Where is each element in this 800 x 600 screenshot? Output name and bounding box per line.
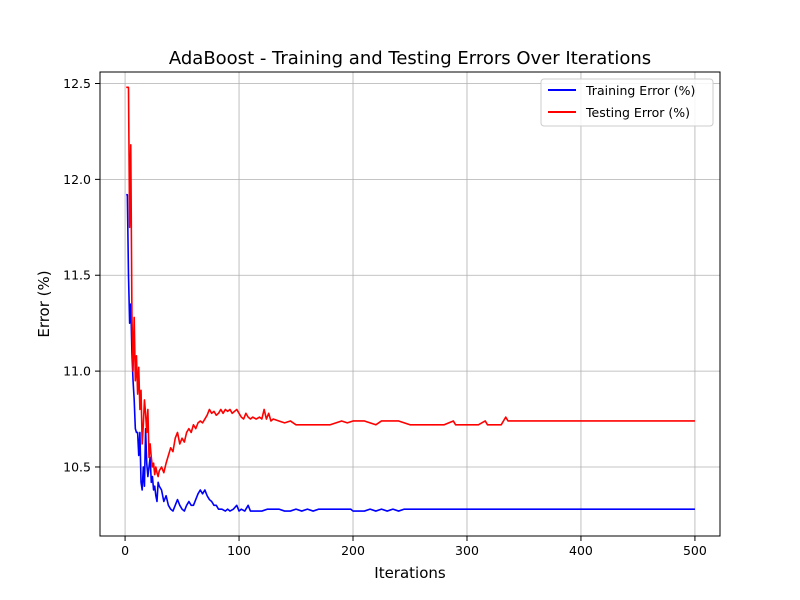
legend-label-testing: Testing Error (%) <box>585 105 690 120</box>
x-axis-label: Iterations <box>374 564 446 582</box>
chart-title: AdaBoost - Training and Testing Errors O… <box>169 48 651 69</box>
y-tick-label: 11.5 <box>63 268 91 283</box>
plot-frame <box>99 71 721 537</box>
testing-error-line <box>126 86 695 478</box>
x-tick-label: 500 <box>683 543 707 558</box>
y-tick-label: 12.5 <box>63 76 91 91</box>
y-axis: 10.5 11.0 11.5 12.0 12.5 <box>63 76 100 474</box>
x-tick-label: 400 <box>569 543 593 558</box>
y-tick-label: 10.5 <box>63 459 91 474</box>
legend-label-training: Training Error (%) <box>585 83 695 98</box>
x-tick-label: 100 <box>227 543 251 558</box>
plot-area <box>100 72 720 536</box>
y-tick-label: 12.0 <box>63 172 91 187</box>
y-tick-label: 11.0 <box>63 364 91 379</box>
training-error-line <box>126 193 695 512</box>
series-layer <box>126 86 695 512</box>
x-tick-label: 200 <box>341 543 365 558</box>
y-axis-label: Error (%) <box>35 270 53 337</box>
x-tick-label: 0 <box>121 543 129 558</box>
x-tick-label: 300 <box>455 543 479 558</box>
legend-box <box>540 78 714 127</box>
legend: Training Error (%) Testing Error (%) <box>540 78 714 127</box>
x-axis: 0 100 200 300 400 500 <box>121 536 707 558</box>
